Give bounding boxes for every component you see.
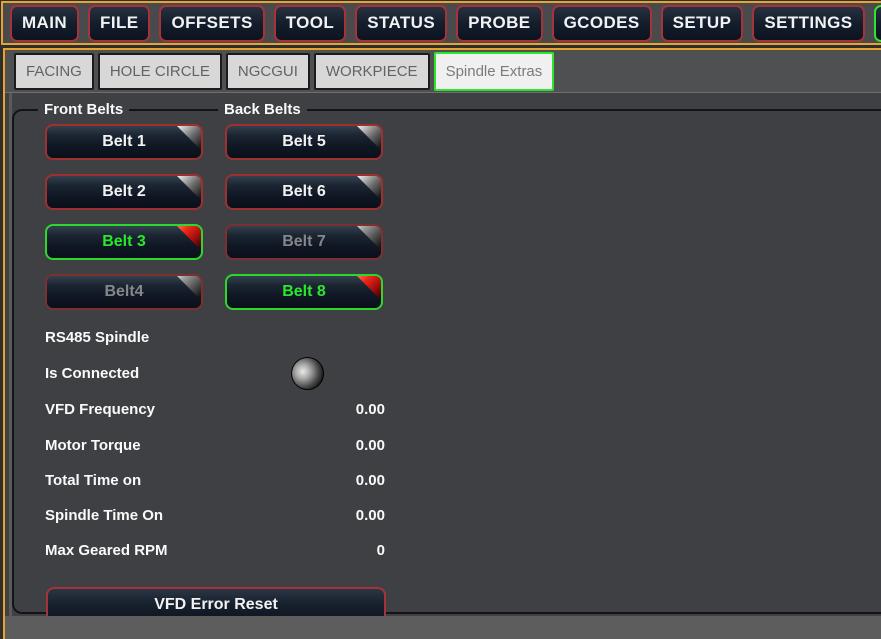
max-geared-rpm-row: Max Geared RPM 0 bbox=[45, 542, 385, 559]
motor-torque-label: Motor Torque bbox=[45, 437, 141, 454]
subtab-ngcgui[interactable]: NGCGUI bbox=[225, 52, 310, 90]
max-geared-rpm-value: 0 bbox=[376, 542, 385, 559]
belt-7-button[interactable]: Belt 7 bbox=[225, 224, 383, 260]
tab-main[interactable]: MAIN bbox=[10, 4, 80, 42]
belt-6-button[interactable]: Belt 6 bbox=[225, 174, 383, 210]
belt-4-state-corner-icon bbox=[175, 276, 201, 302]
tab-tool[interactable]: TOOL bbox=[273, 4, 347, 42]
tab-probe[interactable]: PROBE bbox=[456, 4, 543, 42]
belt-5-button[interactable]: Belt 5 bbox=[225, 124, 383, 160]
panel-left-edge bbox=[9, 93, 12, 616]
belt-5-label: Belt 5 bbox=[282, 133, 326, 150]
belts-groupbox-border bbox=[12, 109, 881, 614]
subtab-workpiece[interactable]: WORKPIECE bbox=[313, 52, 430, 90]
tab-setup[interactable]: SETUP bbox=[660, 4, 744, 42]
utils-sub-tab-bar: FACING HOLE CIRCLE NGCGUI WORKPIECE Spin… bbox=[5, 50, 881, 93]
belt-1-button[interactable]: Belt 1 bbox=[45, 124, 203, 160]
vfd-frequency-label: VFD Frequency bbox=[45, 401, 156, 418]
vfd-frequency-value: 0.00 bbox=[355, 401, 385, 418]
tab-settings[interactable]: SETTINGS bbox=[752, 4, 865, 42]
rs485-spindle-title: RS485 Spindle bbox=[45, 329, 150, 346]
spindle-time-on-row: Spindle Time On 0.00 bbox=[45, 507, 385, 524]
belt-7-state-corner-icon bbox=[355, 226, 381, 252]
belt-2-button[interactable]: Belt 2 bbox=[45, 174, 203, 210]
belt-8-state-corner-icon bbox=[355, 276, 381, 302]
motor-torque-row: Motor Torque 0.00 bbox=[45, 437, 385, 454]
belt-3-state-corner-icon bbox=[175, 226, 201, 252]
main-tab-bar: MAIN FILE OFFSETS TOOL STATUS PROBE GCOD… bbox=[1, 1, 881, 45]
belt-4-label: Belt4 bbox=[104, 283, 144, 300]
belt-1-label: Belt 1 bbox=[102, 133, 146, 150]
spindle-extras-panel: Front Belts Back Belts Belt 1 Belt 2 Bel… bbox=[5, 93, 881, 616]
total-time-on-label: Total Time on bbox=[45, 472, 142, 489]
total-time-on-value: 0.00 bbox=[355, 472, 385, 489]
subtab-spindle-extras[interactable]: Spindle Extras bbox=[433, 51, 555, 91]
subtab-hole-circle[interactable]: HOLE CIRCLE bbox=[97, 52, 222, 90]
belt-6-state-corner-icon bbox=[355, 176, 381, 202]
belt-8-button[interactable]: Belt 8 bbox=[225, 274, 383, 310]
motor-torque-value: 0.00 bbox=[355, 437, 385, 454]
back-belts-title: Back Belts bbox=[218, 101, 307, 119]
spindle-time-on-value: 0.00 bbox=[355, 507, 385, 524]
connected-led-indicator bbox=[291, 357, 324, 390]
belt-5-state-corner-icon bbox=[355, 126, 381, 152]
belt-4-button[interactable]: Belt4 bbox=[45, 274, 203, 310]
belt-8-label: Belt 8 bbox=[282, 283, 326, 300]
belt-2-label: Belt 2 bbox=[102, 183, 146, 200]
belt-3-label: Belt 3 bbox=[102, 233, 146, 250]
tab-file[interactable]: FILE bbox=[88, 4, 151, 42]
front-belts-title: Front Belts bbox=[38, 101, 130, 119]
belt-1-state-corner-icon bbox=[175, 126, 201, 152]
belt-7-label: Belt 7 bbox=[282, 233, 326, 250]
tab-offsets[interactable]: OFFSETS bbox=[159, 4, 265, 42]
utils-page: FACING HOLE CIRCLE NGCGUI WORKPIECE Spin… bbox=[3, 48, 881, 639]
vfd-frequency-row: VFD Frequency 0.00 bbox=[45, 401, 385, 418]
subtab-facing[interactable]: FACING bbox=[14, 52, 94, 90]
vfd-error-reset-button[interactable]: VFD Error Reset bbox=[46, 587, 386, 616]
belt-6-label: Belt 6 bbox=[282, 183, 326, 200]
max-geared-rpm-label: Max Geared RPM bbox=[45, 542, 168, 559]
spindle-time-on-label: Spindle Time On bbox=[45, 507, 164, 524]
tab-utils[interactable]: UTILS bbox=[873, 4, 881, 42]
belt-3-button[interactable]: Belt 3 bbox=[45, 224, 203, 260]
tab-status[interactable]: STATUS bbox=[355, 4, 448, 42]
belt-2-state-corner-icon bbox=[175, 176, 201, 202]
bottom-strip bbox=[5, 616, 881, 639]
total-time-on-row: Total Time on 0.00 bbox=[45, 472, 385, 489]
tab-gcodes[interactable]: GCODES bbox=[551, 4, 652, 42]
is-connected-label: Is Connected bbox=[45, 365, 140, 382]
